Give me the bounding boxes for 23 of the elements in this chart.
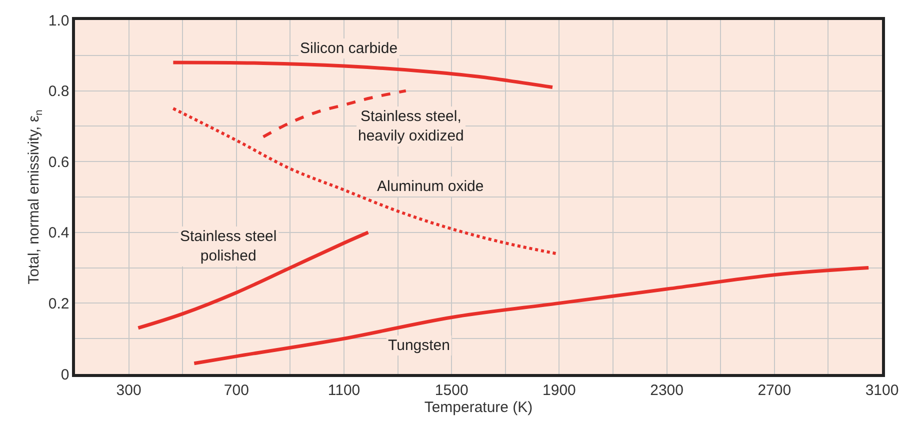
y-tick-label: 1.0 [48,12,70,30]
line-series [171,60,554,90]
x-tick-label: 300 [116,382,142,399]
x-tick-label: 1100 [328,382,360,399]
x-tick-label: 3100 [865,382,899,399]
series-label: Tungsten [388,337,450,354]
x-tick-label: 1500 [434,382,468,399]
series-label: Stainless steel polished [180,228,277,264]
series-label: Stainless steel, heavily oxidized [358,108,464,144]
y-tick-label: 0.4 [48,224,70,242]
line-series [136,230,370,330]
y-tick-label: 0 [60,366,70,384]
x-tick-label: 700 [224,382,249,399]
x-tick-label: 2300 [650,382,684,399]
x-tick-label: 1900 [542,382,576,399]
y-tick-label: 0.8 [48,83,70,100]
y-tick-label: 0.6 [48,154,70,171]
y-tick-label: 0.2 [48,295,70,312]
line-series [192,266,870,366]
series-label: Silicon carbide [300,40,398,57]
series-label: Aluminum oxide [377,178,484,195]
x-axis-title: Temperature (K) [424,398,533,416]
x-tick-label: 2700 [758,382,792,399]
